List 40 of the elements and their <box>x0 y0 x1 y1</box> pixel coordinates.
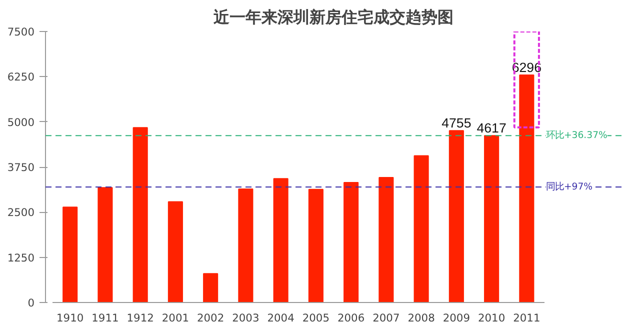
bar <box>484 135 500 302</box>
bar <box>414 155 429 302</box>
bar <box>98 187 113 302</box>
x-tick-label: 2011 <box>513 312 540 324</box>
x-tick-label: 2001 <box>162 312 190 324</box>
bar <box>308 188 324 302</box>
x-tick-label: 2003 <box>232 312 260 324</box>
ref-line-label: 环比+36.37% <box>546 130 608 142</box>
x-tick-label: 2008 <box>408 312 436 324</box>
x-tick-label: 2010 <box>478 312 506 324</box>
data-label: 4617 <box>476 120 506 136</box>
bar <box>62 206 78 302</box>
x-tick-label: 2005 <box>302 312 330 324</box>
x-tick-label: 2009 <box>442 312 470 324</box>
bar <box>273 178 288 302</box>
x-tick-label: 2007 <box>372 312 400 324</box>
data-label: 4755 <box>442 116 472 131</box>
bar <box>168 201 183 302</box>
x-tick-label: 2006 <box>338 312 365 324</box>
y-tick-label: 3750 <box>7 161 35 174</box>
x-tick-label: 1912 <box>126 312 154 324</box>
x-tick-label: 2002 <box>197 312 224 324</box>
x-tick-label: 2004 <box>267 312 295 324</box>
y-tick-label: 6250 <box>7 70 35 84</box>
y-tick-label: 0 <box>28 296 35 310</box>
y-tick-label: 5000 <box>7 116 35 129</box>
y-tick-label: 7500 <box>7 26 35 38</box>
x-tick-label: 1910 <box>56 312 84 324</box>
bar <box>448 130 464 302</box>
ref-line-label: 同比+97% <box>546 182 593 193</box>
y-tick-label: 2500 <box>7 206 35 220</box>
x-tick-label: 1911 <box>92 312 119 324</box>
bar <box>344 182 359 302</box>
chart-title: 近一年来深圳新房住宅成交趋势图 <box>212 8 454 26</box>
bar <box>203 273 218 302</box>
bar <box>238 188 254 302</box>
y-tick-label: 1250 <box>7 251 35 264</box>
bar <box>132 127 148 302</box>
bar <box>378 176 394 302</box>
bar <box>519 74 534 302</box>
